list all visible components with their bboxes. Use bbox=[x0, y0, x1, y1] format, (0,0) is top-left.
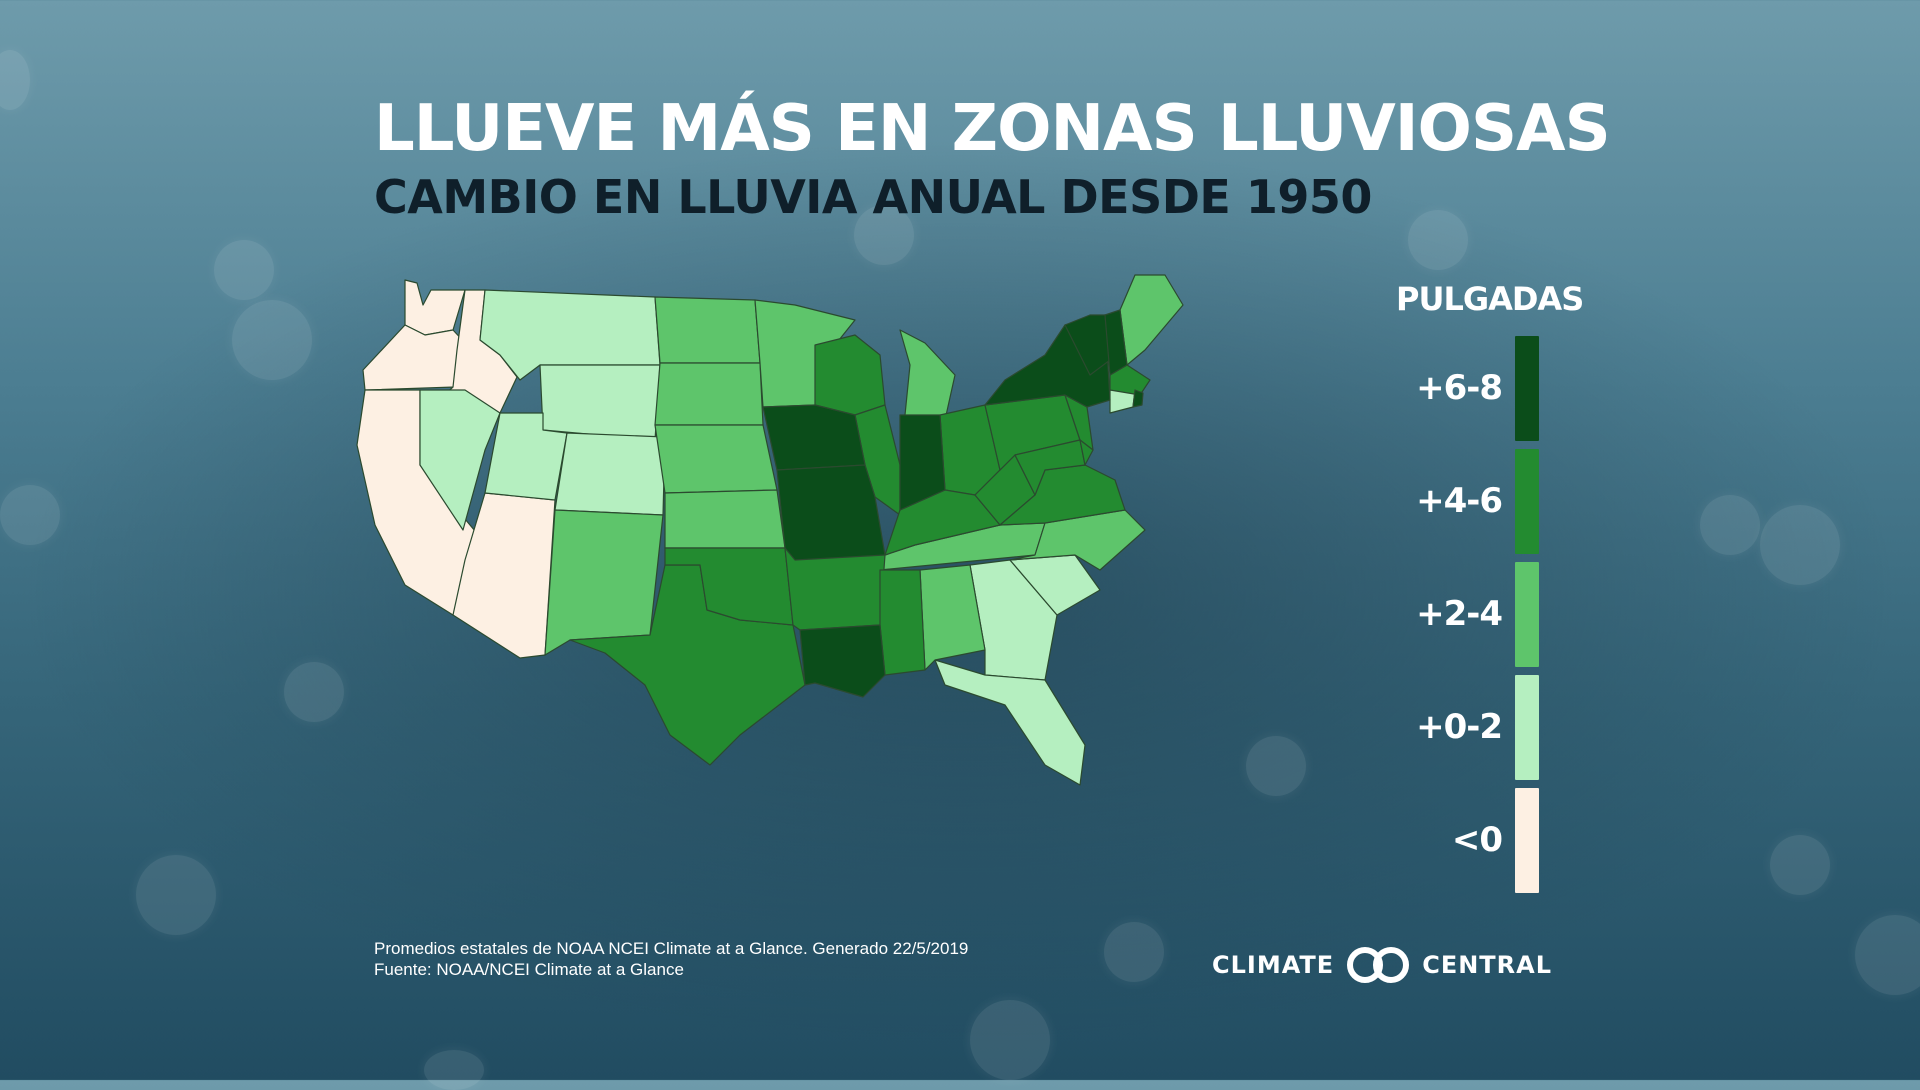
state-or bbox=[362, 324, 468, 391]
state-in bbox=[899, 414, 946, 511]
state-ne bbox=[654, 424, 778, 494]
state-mi bbox=[899, 329, 956, 421]
legend-label: +4-6 bbox=[1416, 481, 1503, 521]
legend-label: <0 bbox=[1451, 820, 1503, 860]
legend-item: +4-6 bbox=[1400, 449, 1542, 562]
state-co bbox=[554, 432, 666, 516]
state-nv bbox=[419, 389, 501, 531]
state-de bbox=[1079, 439, 1094, 466]
page-subtitle: CAMBIO EN LLUVIA ANUAL DESDE 1950 bbox=[374, 170, 1372, 224]
state-ks bbox=[664, 489, 786, 549]
us-precipitation-map bbox=[356, 274, 1184, 786]
legend-item: +2-4 bbox=[1400, 562, 1542, 675]
bokeh-circle bbox=[424, 1050, 484, 1090]
legend-item: +6-8 bbox=[1400, 336, 1542, 449]
legend-label: +2-4 bbox=[1416, 594, 1503, 634]
state-wa bbox=[404, 279, 466, 336]
state-az bbox=[452, 492, 556, 659]
bokeh-circle bbox=[0, 50, 30, 110]
bokeh-circle bbox=[1760, 505, 1840, 585]
legend-swatch bbox=[1515, 336, 1539, 441]
state-ms bbox=[879, 569, 926, 676]
legend-swatch bbox=[1515, 449, 1539, 554]
bokeh-circle bbox=[214, 240, 274, 300]
state-wy bbox=[539, 364, 661, 441]
bokeh-circle bbox=[232, 300, 312, 380]
state-nd bbox=[654, 296, 761, 364]
footnote-line: Promedios estatales de NOAA NCEI Climate… bbox=[374, 939, 969, 958]
state-sd bbox=[654, 362, 764, 426]
state-mo bbox=[776, 464, 886, 561]
bokeh-circle bbox=[136, 855, 216, 935]
legend-swatch bbox=[1515, 675, 1539, 780]
legend-item: +0-2 bbox=[1400, 675, 1542, 788]
legend-item: <0 bbox=[1400, 788, 1542, 901]
state-nh bbox=[1104, 309, 1128, 376]
bokeh-circle bbox=[854, 205, 914, 265]
state-md bbox=[1014, 439, 1086, 496]
bokeh-circle bbox=[970, 1000, 1050, 1080]
logo-rings-icon bbox=[1347, 947, 1410, 983]
bokeh-circle bbox=[1770, 835, 1830, 895]
state-ia bbox=[762, 404, 866, 471]
state-nm bbox=[544, 509, 664, 656]
legend-label: +6-8 bbox=[1416, 368, 1503, 408]
legend-title: PULGADAS bbox=[1396, 280, 1584, 318]
state-la bbox=[799, 624, 886, 698]
footnote-source: Fuente: NOAA/NCEI Climate at a Glance bbox=[374, 960, 684, 979]
logo-word-left: CLIMATE bbox=[1212, 951, 1335, 979]
legend-label: +0-2 bbox=[1416, 707, 1503, 747]
state-wi bbox=[814, 334, 886, 416]
bokeh-circle bbox=[1855, 915, 1920, 995]
bokeh-circle bbox=[1246, 736, 1306, 796]
state-ri bbox=[1132, 389, 1144, 408]
state-me bbox=[1119, 274, 1184, 366]
logo-word-right: CENTRAL bbox=[1422, 951, 1553, 979]
climate-central-logo: CLIMATE CENTRAL bbox=[1212, 945, 1552, 985]
legend-swatch bbox=[1515, 788, 1539, 893]
legend: +6-8 +4-6 +2-4 +0-2 <0 bbox=[1400, 336, 1542, 901]
legend-swatch bbox=[1515, 562, 1539, 667]
bokeh-circle bbox=[1408, 210, 1468, 270]
state-fl bbox=[934, 659, 1086, 786]
bokeh-circle bbox=[284, 662, 344, 722]
footnote: Promedios estatales de NOAA NCEI Climate… bbox=[374, 938, 968, 980]
page-title: LLUEVE MÁS EN ZONAS LLUVIOSAS bbox=[374, 92, 1611, 166]
bokeh-circle bbox=[0, 485, 60, 545]
bokeh-circle bbox=[1104, 922, 1164, 982]
bokeh-circle bbox=[1700, 495, 1760, 555]
